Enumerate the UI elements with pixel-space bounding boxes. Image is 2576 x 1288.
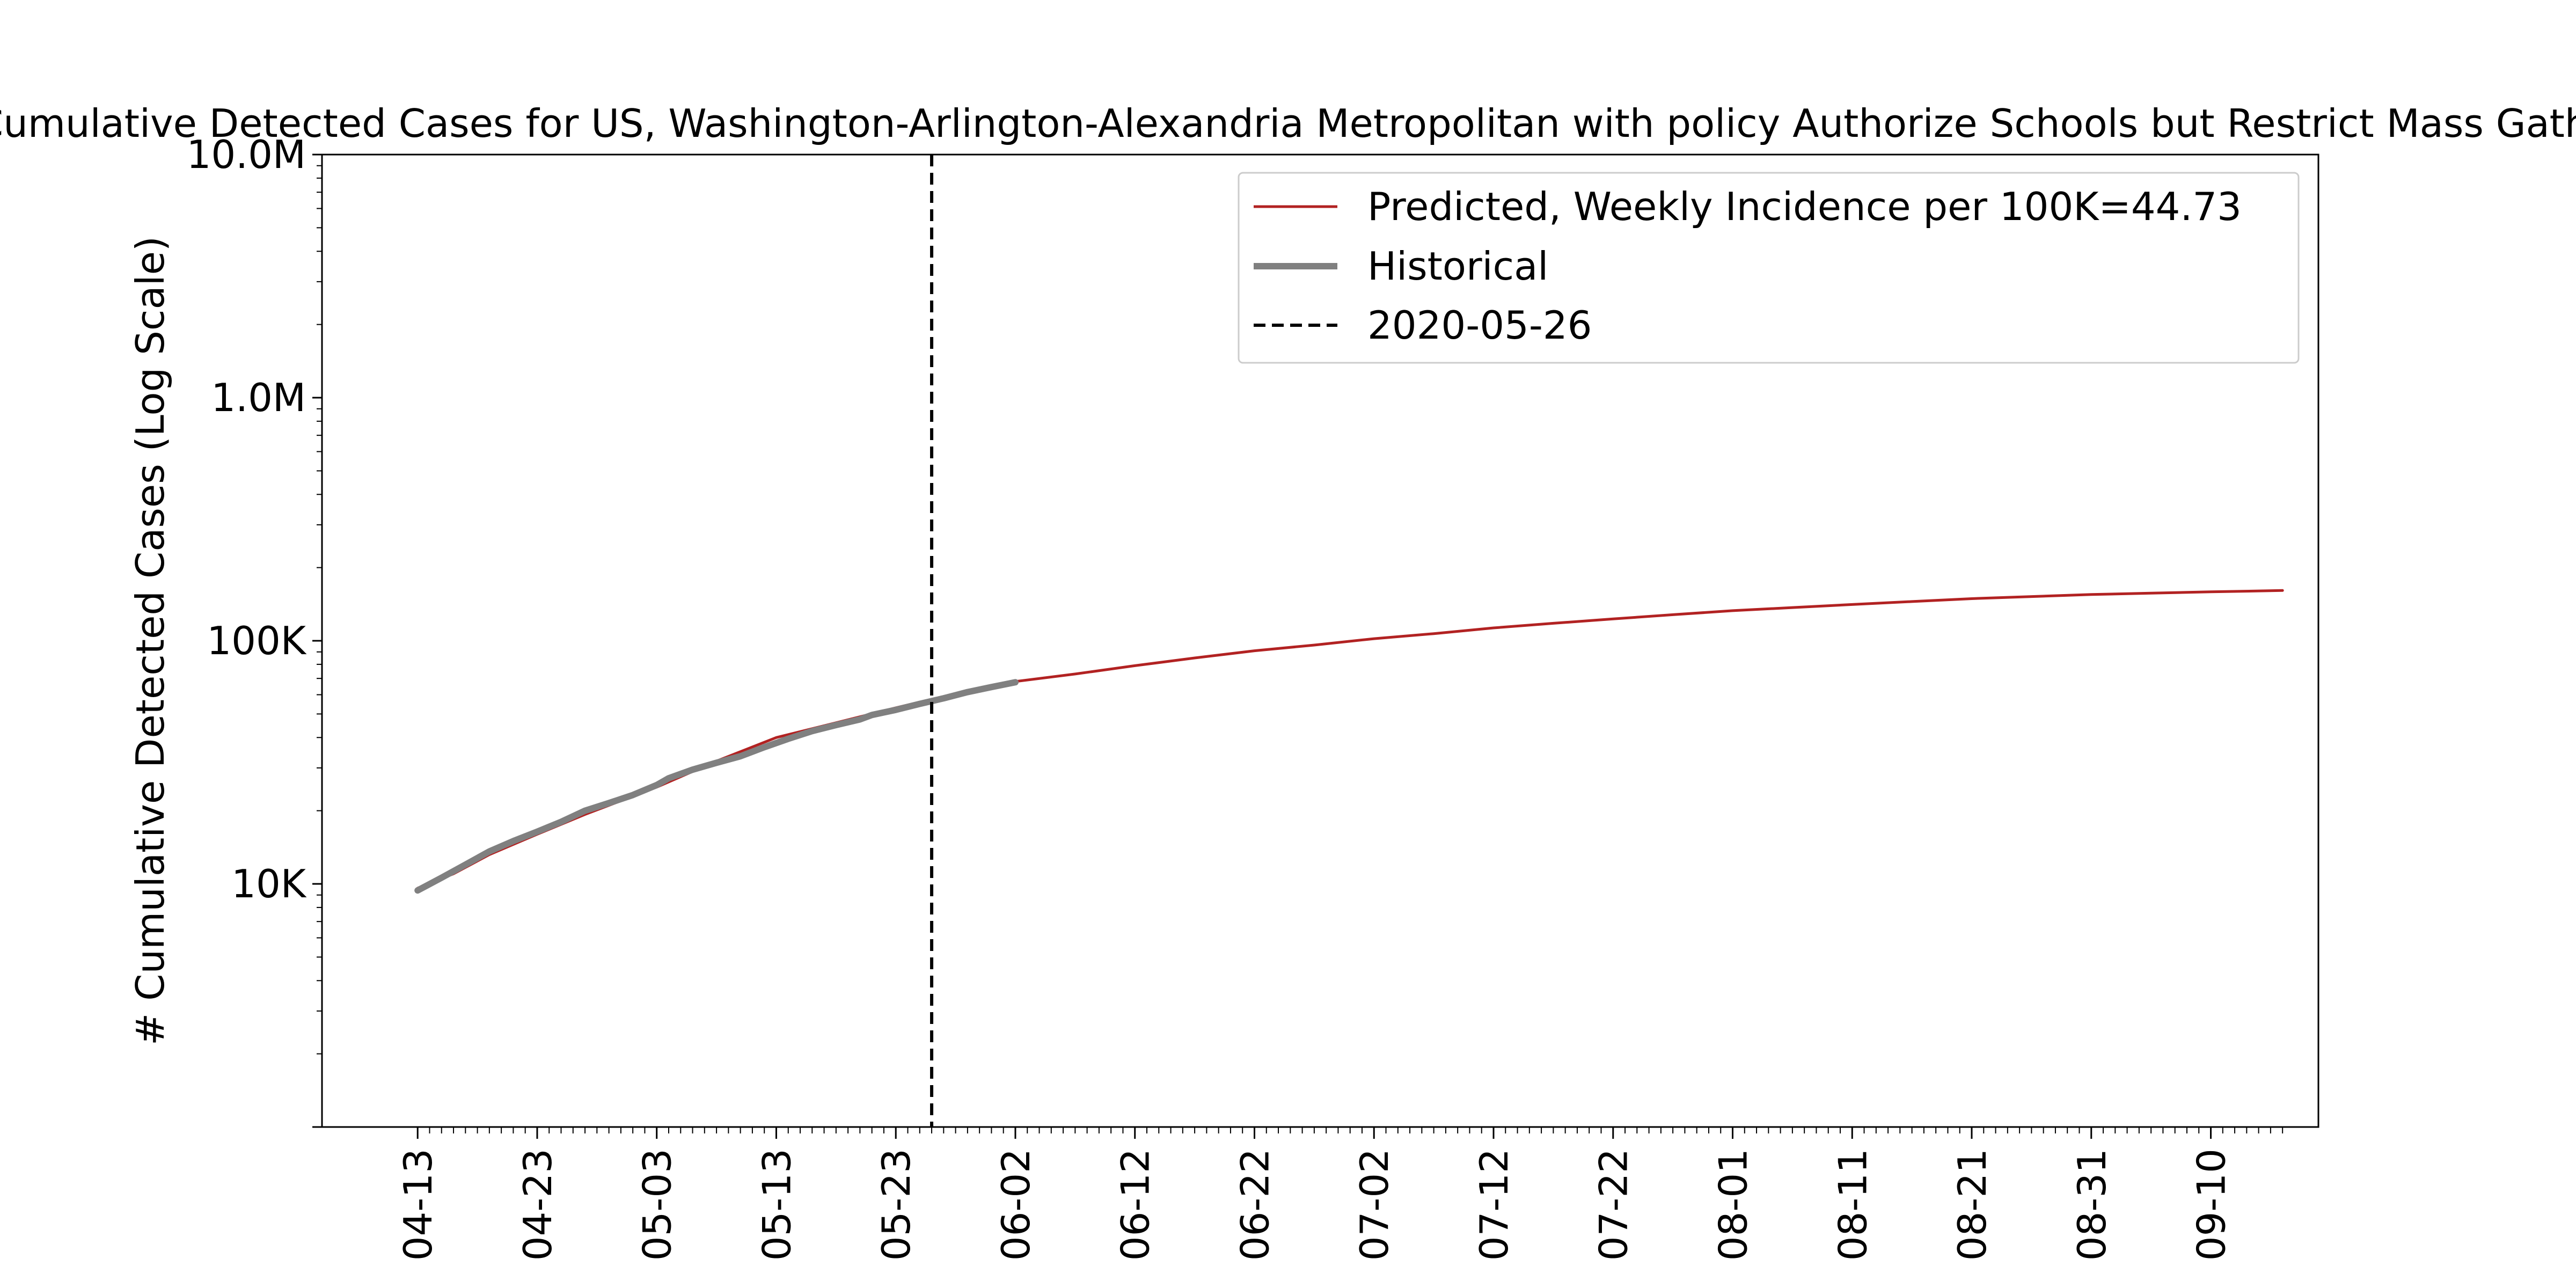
- legend-predicted-label: Predicted, Weekly Incidence per 100K=44.…: [1367, 184, 2242, 229]
- legend-date-label: 2020-05-26: [1367, 303, 1592, 348]
- x-tick-label: 08-31: [2069, 1148, 2114, 1261]
- legend-historical-label: Historical: [1367, 244, 1548, 289]
- legend: Predicted, Weekly Incidence per 100K=44.…: [1238, 172, 2300, 364]
- x-tick-label: 04-23: [515, 1148, 560, 1261]
- x-tick-label: 05-03: [635, 1148, 680, 1261]
- x-tick-label: 08-01: [1711, 1148, 1756, 1261]
- x-tick-label: 07-22: [1591, 1148, 1636, 1261]
- x-tick-label: 05-23: [874, 1148, 919, 1261]
- x-tick-label: 07-12: [1472, 1148, 1517, 1261]
- y-tick-label: 1.0M: [211, 375, 306, 420]
- predicted-series-line: [416, 589, 2284, 890]
- y-tick-label: 10K: [231, 861, 307, 906]
- x-tick-label: 04-13: [396, 1148, 441, 1261]
- x-tick-label: 08-21: [1950, 1148, 1995, 1261]
- y-axis-label: # Cumulative Detected Cases (Log Scale): [128, 236, 173, 1045]
- x-tick-label: 08-11: [1830, 1148, 1875, 1261]
- x-tick-label: 06-22: [1233, 1148, 1278, 1261]
- x-tick-label: 06-12: [1113, 1148, 1158, 1261]
- historical-series-line: [414, 679, 1019, 894]
- axis-layer: 10K 100K 1.0M 10.0M 04-13 04-23 05-03 05-13 05-2…: [187, 132, 2284, 1261]
- chart-title: # Cumulative Detected Cases for US, Wash…: [0, 101, 2576, 146]
- x-tick-label: 05-13: [755, 1148, 800, 1261]
- x-tick-label: 09-10: [2189, 1148, 2234, 1261]
- plot-layer: [414, 155, 2284, 1127]
- y-tick-label: 10.0M: [187, 132, 306, 177]
- x-tick-label: 07-02: [1352, 1148, 1397, 1261]
- x-tick-label: 06-02: [993, 1148, 1038, 1261]
- y-tick-label: 100K: [207, 618, 306, 663]
- legend-box: [1238, 172, 2300, 364]
